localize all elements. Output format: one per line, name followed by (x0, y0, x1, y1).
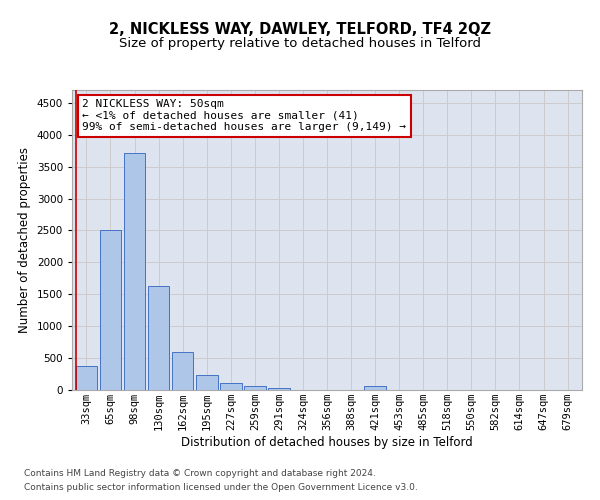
Bar (148, 286, 169, 390)
Bar (196, 376, 218, 390)
Bar (124, 152, 145, 390)
X-axis label: Distribution of detached houses by size in Telford: Distribution of detached houses by size … (181, 436, 473, 449)
Bar (364, 386, 386, 390)
Bar (172, 352, 193, 390)
Text: 2 NICKLESS WAY: 50sqm
← <1% of detached houses are smaller (41)
99% of semi-deta: 2 NICKLESS WAY: 50sqm ← <1% of detached … (82, 99, 406, 132)
Bar (268, 388, 290, 390)
Bar (100, 230, 121, 390)
Text: Size of property relative to detached houses in Telford: Size of property relative to detached ho… (119, 38, 481, 51)
Text: Contains public sector information licensed under the Open Government Licence v3: Contains public sector information licen… (24, 484, 418, 492)
Bar (220, 384, 242, 390)
Bar (244, 386, 266, 390)
Y-axis label: Number of detached properties: Number of detached properties (18, 147, 31, 333)
Text: Contains HM Land Registry data © Crown copyright and database right 2024.: Contains HM Land Registry data © Crown c… (24, 468, 376, 477)
Bar (76, 366, 97, 390)
Text: 2, NICKLESS WAY, DAWLEY, TELFORD, TF4 2QZ: 2, NICKLESS WAY, DAWLEY, TELFORD, TF4 2Q… (109, 22, 491, 38)
